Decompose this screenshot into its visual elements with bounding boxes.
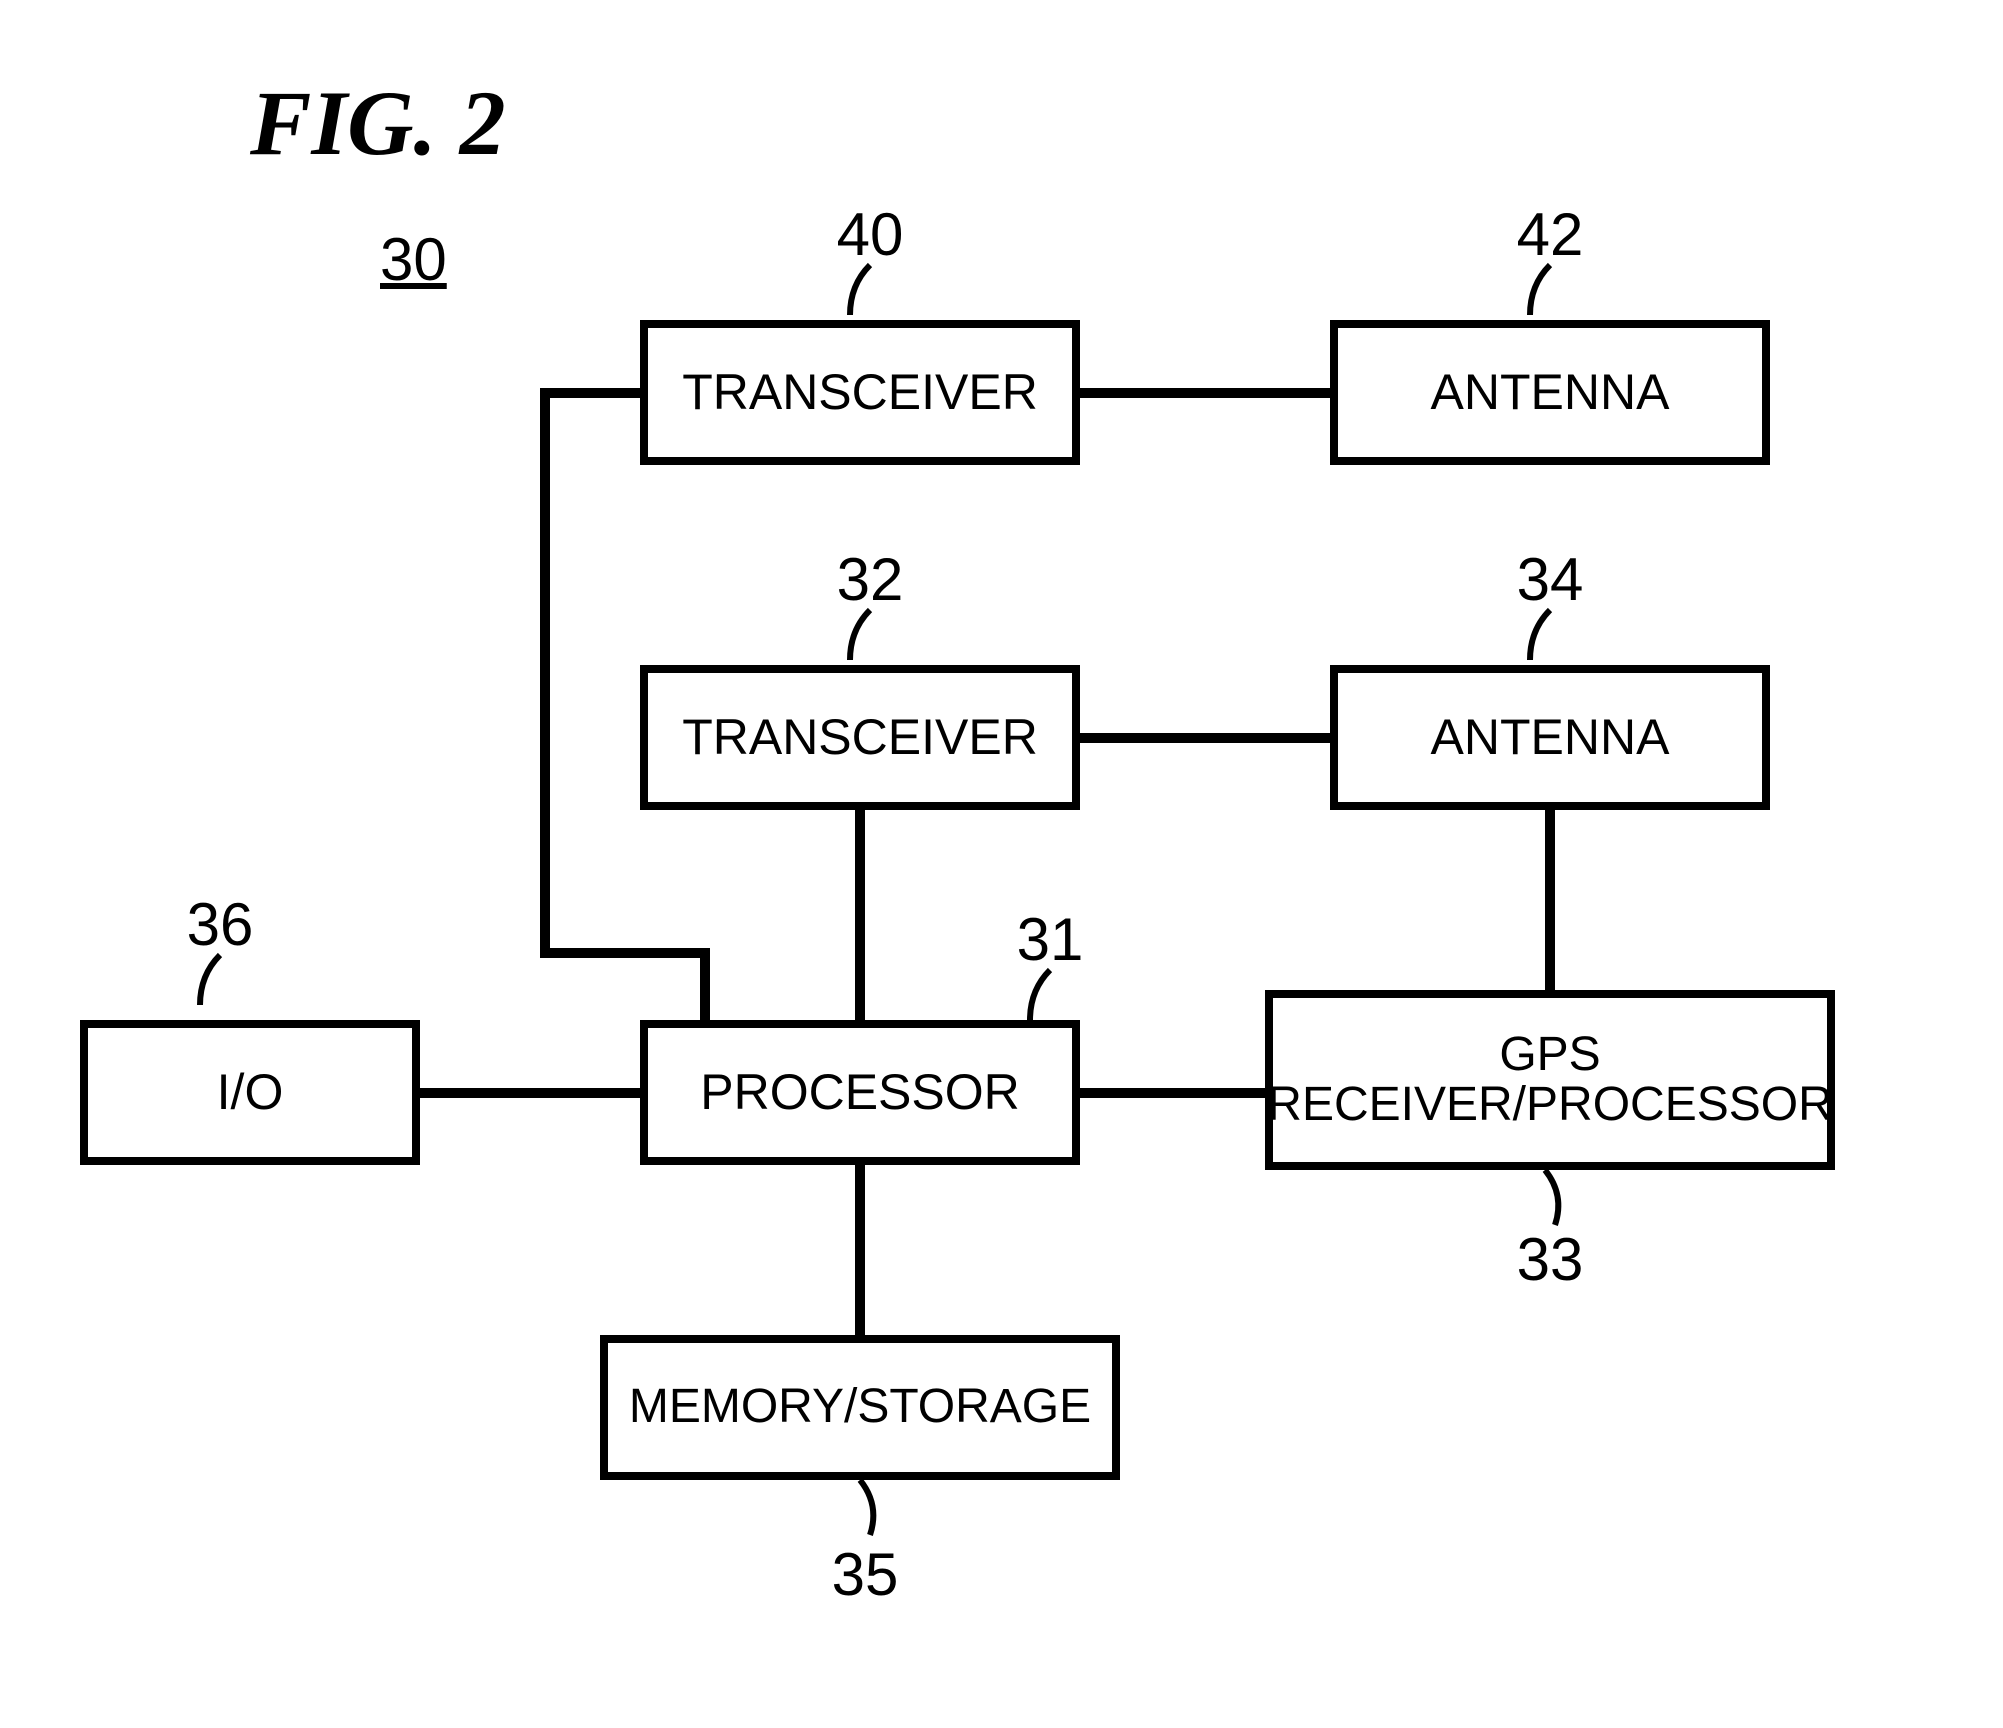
antenna-mid-box: ANTENNA xyxy=(1330,665,1770,810)
ref-label-33: 33 xyxy=(1510,1225,1590,1294)
figure-title: FIG. 2 xyxy=(250,70,506,176)
ref-label-42: 42 xyxy=(1510,200,1590,269)
gps-label: GPS RECEIVER/PROCESSOR xyxy=(1267,1030,1832,1131)
conn-processor-gps xyxy=(1080,1088,1265,1098)
gps-box: GPS RECEIVER/PROCESSOR xyxy=(1265,990,1835,1170)
lead-35 xyxy=(840,1480,900,1540)
conn-transceiver-top-stub xyxy=(540,388,640,398)
ref-label-40: 40 xyxy=(830,200,910,269)
conn-processor-memory xyxy=(855,1165,865,1335)
io-label: I/O xyxy=(217,1066,284,1119)
memory-box: MEMORY/STORAGE xyxy=(600,1335,1120,1480)
transceiver-mid-box: TRANSCEIVER xyxy=(640,665,1080,810)
transceiver-mid-label: TRANSCEIVER xyxy=(682,711,1038,764)
processor-label: PROCESSOR xyxy=(700,1066,1020,1119)
ref-label-36: 36 xyxy=(180,890,260,959)
processor-box: PROCESSOR xyxy=(640,1020,1080,1165)
antenna-top-label: ANTENNA xyxy=(1431,366,1670,419)
io-box: I/O xyxy=(80,1020,420,1165)
lead-34 xyxy=(1520,610,1580,670)
ref-label-32: 32 xyxy=(830,545,910,614)
lead-33 xyxy=(1525,1170,1585,1230)
lead-42 xyxy=(1520,265,1580,325)
conn-transceiver-mid-processor xyxy=(855,810,865,1020)
conn-transceiver-top-antenna-top xyxy=(1080,388,1330,398)
ref-label-34: 34 xyxy=(1510,545,1590,614)
transceiver-top-box: TRANSCEIVER xyxy=(640,320,1080,465)
conn-transceiver-top-to-proc-h xyxy=(540,948,710,958)
lead-36 xyxy=(190,955,250,1015)
conn-transceiver-top-vert xyxy=(540,388,550,958)
conn-transceiver-mid-antenna-mid xyxy=(1080,733,1330,743)
antenna-top-box: ANTENNA xyxy=(1330,320,1770,465)
lead-32 xyxy=(840,610,900,670)
conn-io-processor xyxy=(420,1088,640,1098)
system-ref-label: 30 xyxy=(380,225,447,294)
lead-40 xyxy=(840,265,900,325)
transceiver-top-label: TRANSCEIVER xyxy=(682,366,1038,419)
antenna-mid-label: ANTENNA xyxy=(1431,711,1670,764)
conn-antenna-mid-gps xyxy=(1545,810,1555,990)
ref-label-31: 31 xyxy=(1010,905,1090,974)
memory-label: MEMORY/STORAGE xyxy=(629,1382,1091,1432)
conn-transceiver-top-to-proc-v xyxy=(700,948,710,1020)
ref-label-35: 35 xyxy=(825,1540,905,1609)
